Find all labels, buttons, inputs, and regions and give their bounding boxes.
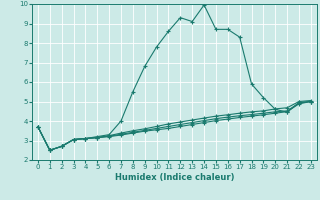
X-axis label: Humidex (Indice chaleur): Humidex (Indice chaleur) <box>115 173 234 182</box>
